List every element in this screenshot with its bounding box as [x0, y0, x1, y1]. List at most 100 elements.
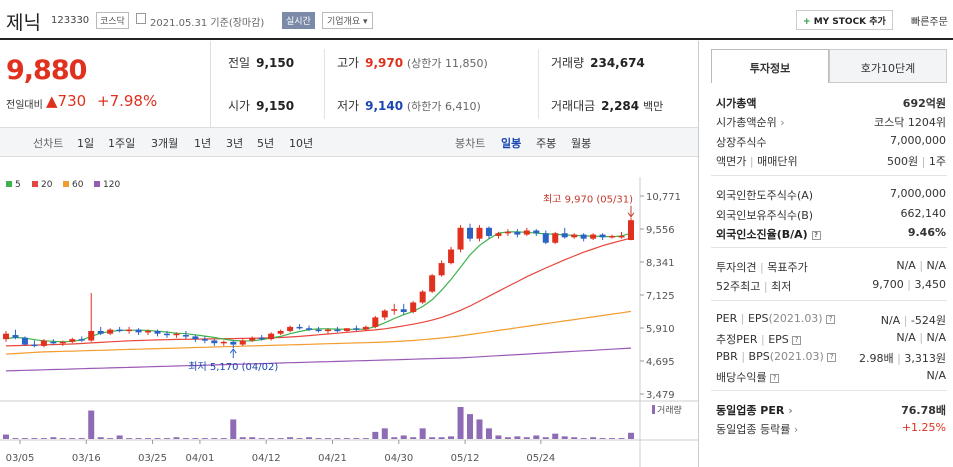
volume-bar	[230, 419, 237, 439]
candle	[429, 275, 436, 292]
volume-bar	[239, 437, 246, 439]
candle	[268, 333, 275, 340]
period-daily[interactable]: 일봉	[501, 137, 522, 150]
candle	[173, 333, 180, 336]
tab-orderbook[interactable]: 호가10단계	[829, 49, 947, 83]
candle	[3, 333, 9, 340]
legend-ma20-label: 20	[41, 180, 53, 190]
help-icon[interactable]: ?	[792, 335, 802, 345]
candle	[287, 326, 294, 331]
period-3y[interactable]: 3년	[226, 137, 244, 150]
pbr-label-text: PBR	[716, 350, 738, 363]
volume-bar	[211, 438, 218, 439]
candle	[391, 309, 398, 311]
legend-ma60-label: 60	[72, 180, 84, 190]
volume-legend-label: 거래량	[657, 404, 682, 416]
volume-bar	[599, 438, 606, 439]
stat-volume-value: 234,674	[590, 56, 645, 70]
volume-bar	[542, 437, 549, 439]
stat-prev-value: 9,150	[256, 56, 295, 70]
candlestick-chart-svg[interactable]: 10,771 9,556 8,341 7,125 5,910 4,695 3,479 03/0…	[0, 157, 698, 467]
candle	[239, 340, 246, 345]
legend-ma5-label: 5	[15, 180, 21, 190]
period-1w[interactable]: 1주일	[108, 137, 136, 150]
volume-bar	[561, 436, 568, 439]
volume-bar	[163, 438, 170, 439]
volume-bar	[258, 438, 265, 439]
add-mystock-button[interactable]: + MY STOCK 추가	[796, 10, 893, 30]
up-triangle-icon: ▲	[46, 92, 58, 110]
period-5y[interactable]: 5년	[257, 137, 275, 150]
stat-amount-value: 2,284	[601, 99, 640, 113]
est-eps-value: N/A	[926, 331, 946, 344]
volume-bar	[315, 438, 322, 439]
stat-high-label: 고가	[337, 56, 360, 70]
candle	[88, 330, 95, 341]
candle	[163, 333, 170, 336]
period-weekly[interactable]: 주봉	[536, 137, 557, 150]
candle	[485, 227, 492, 236]
lower-limit: (하한가 6,410)	[406, 100, 481, 113]
candle	[372, 317, 379, 327]
help-icon[interactable]: ?	[826, 314, 836, 324]
quote-stats: 전일 9,150 시가 9,150 고가 9,970 (상한가 11,850) 저가 9…	[212, 41, 698, 127]
dividend-label-text: 배당수익률	[716, 371, 767, 384]
stat-amount-unit: 백만	[642, 100, 664, 113]
pbr-label: PBR | BPS(2021.03) ?	[716, 350, 837, 363]
price-change-pct: +7.98%	[97, 92, 158, 110]
candle	[419, 291, 426, 303]
min-price-arrowhead	[229, 348, 237, 354]
candle	[400, 309, 407, 312]
quick-order-link[interactable]: 빠른주문	[911, 17, 948, 28]
moving-average-line-ma120	[5, 347, 632, 372]
company-info-dropdown[interactable]: 기업개요 ▾	[322, 12, 373, 29]
sector-per-value: 76.78배	[901, 404, 946, 417]
unit-value: 1주	[928, 155, 946, 168]
stat-low-label: 저가	[337, 99, 360, 113]
help-icon[interactable]: ?	[811, 230, 821, 240]
volume-bar	[362, 438, 369, 439]
market-cap-value: 692억원	[902, 97, 946, 110]
row-52wk: 52주최고 | 최저 9,700 | 3,450	[716, 278, 946, 294]
per-label: PER | EPS(2021.03) ?	[716, 312, 836, 325]
opinion-value: N/A | N/A	[896, 259, 946, 272]
volume-bar	[126, 438, 133, 439]
candle	[438, 263, 445, 276]
volume-bar	[533, 435, 540, 439]
period-1y[interactable]: 1년	[194, 137, 212, 150]
row-foreign-ratio: 외국인소진율(B/A) ? 9.46%	[716, 226, 946, 242]
row-shares: 상장주식수 7,000,000	[716, 134, 946, 150]
cap-rank-value: 코스닥 1204위	[874, 116, 946, 129]
current-price-box: 9,880 전일대비 ▲730 +7.98%	[0, 41, 211, 127]
volume-bar	[107, 438, 114, 439]
foreign-limit-label: 외국인한도주식수(A)	[716, 189, 814, 202]
candle	[220, 341, 227, 344]
candle	[523, 230, 530, 235]
wk52-low-value: 3,450	[914, 278, 947, 291]
quote-date: 2021.05.31 기준(장마감)	[150, 18, 265, 29]
period-10y[interactable]: 10년	[289, 137, 314, 150]
foreign-ratio-label: 외국인소진율(B/A) ?	[716, 226, 821, 242]
wk52-low-label: 최저	[771, 280, 792, 293]
volume-bar	[40, 438, 47, 439]
realtime-button[interactable]: 실시간	[282, 12, 315, 29]
period-monthly[interactable]: 월봉	[571, 137, 592, 150]
volume-legend-swatch	[652, 405, 655, 414]
investment-info-panel: 투자정보 호가10단계 시가총액 692억원 시가총액순위 › 코스닥 1204위 …	[698, 41, 953, 467]
foreign-limit-value: 7,000,000	[890, 187, 946, 200]
help-icon[interactable]: ?	[770, 373, 780, 383]
help-icon[interactable]: ?	[827, 352, 837, 362]
stat-prev: 전일 9,150	[228, 54, 294, 71]
period-3m[interactable]: 3개월	[151, 137, 179, 150]
eps-value: -524원	[910, 314, 946, 327]
cap-rank-label: 시가총액순위 ›	[716, 114, 785, 130]
row-pbr: PBR | BPS(2021.03) ? 2.98배 | 3,313원	[716, 350, 946, 366]
candle	[504, 231, 511, 234]
period-1d[interactable]: 1일	[77, 137, 95, 150]
volume-bar	[609, 438, 616, 439]
candle	[514, 231, 521, 235]
price-change-value: 730	[57, 92, 87, 110]
tab-invest-info[interactable]: 투자정보	[711, 49, 829, 83]
current-price: 9,880	[6, 55, 87, 86]
volume-bar	[504, 437, 511, 439]
